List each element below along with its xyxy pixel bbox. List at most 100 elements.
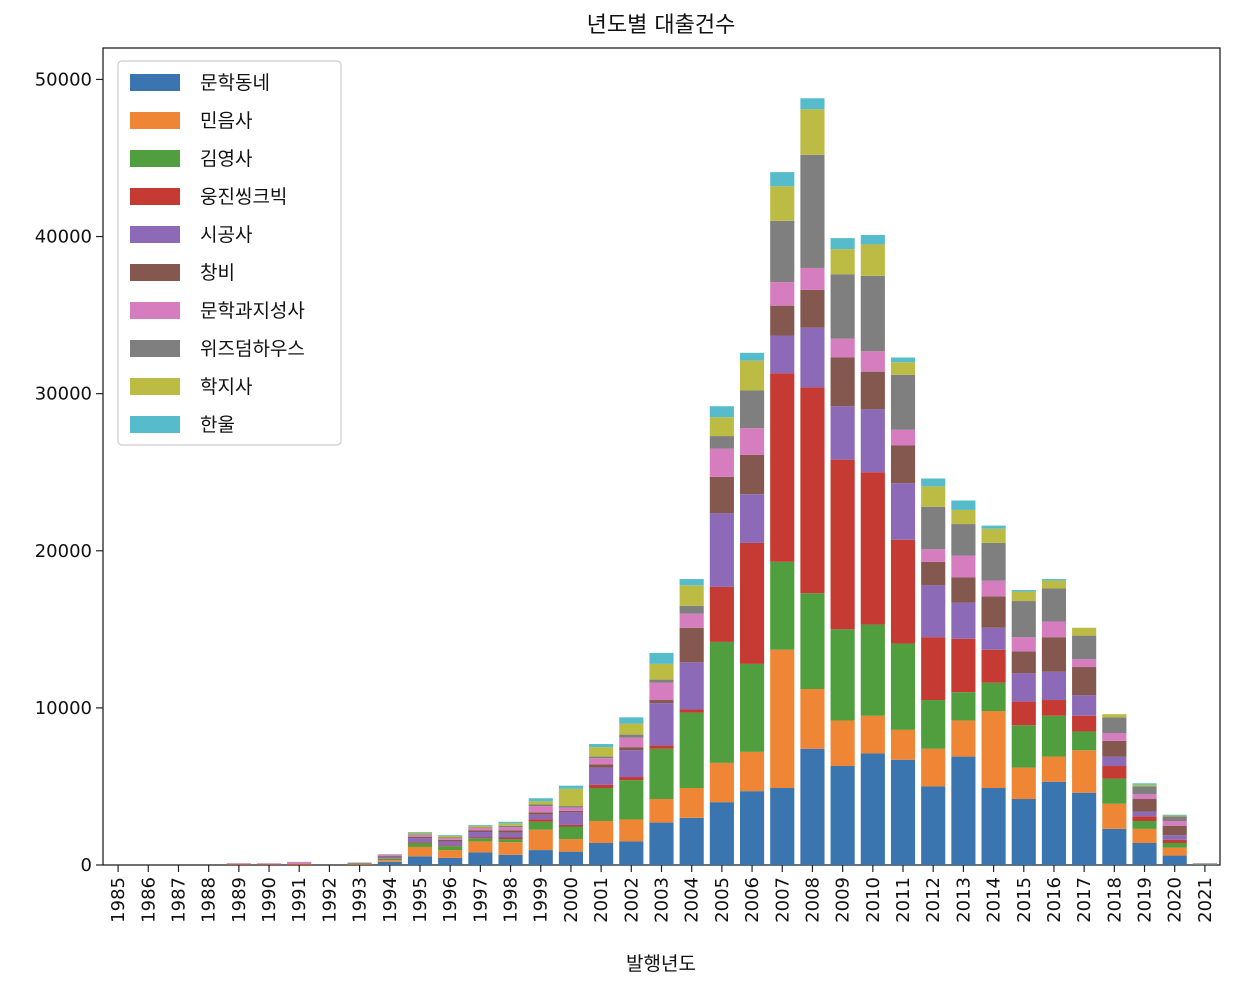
bar-segment-1996-s6 — [438, 839, 463, 842]
bar-segment-2015-s4 — [1011, 701, 1036, 726]
x-tick-label: 2002 — [621, 877, 642, 923]
bar-segment-2003-s7 — [649, 682, 674, 701]
bar-segment-2005-s7 — [709, 448, 734, 477]
bar-segment-1999-s9 — [528, 801, 553, 805]
bar-segment-1995-s9 — [407, 832, 433, 835]
bar-segment-1997-s3 — [468, 838, 493, 842]
bar-segment-1999-s8 — [528, 804, 553, 807]
bar-segment-2002-s2 — [619, 819, 644, 842]
bar-segment-2012-s8 — [921, 506, 946, 550]
bar-segment-2003-s6 — [649, 700, 674, 704]
bar-segment-2019-s5 — [1132, 811, 1157, 817]
y-tick-label: 0 — [81, 855, 92, 876]
series-10 — [347, 98, 1217, 864]
bar-segment-1999-s2 — [528, 829, 553, 851]
bar-segment-2014-s10 — [981, 525, 1006, 529]
bar-segment-1990-s7 — [256, 863, 282, 864]
bar-segment-1999-s5 — [528, 814, 553, 820]
bar-segment-2012-s9 — [921, 486, 946, 507]
bar-segment-2014-s4 — [981, 649, 1006, 683]
x-tick-label: 2006 — [742, 877, 763, 923]
bar-segment-2020-s3 — [1162, 843, 1187, 848]
bar-segment-2014-s8 — [981, 542, 1006, 581]
bar-segment-2002-s6 — [619, 747, 644, 751]
series-4 — [226, 373, 1217, 865]
bar-segment-2003-s3 — [649, 748, 674, 800]
bar-segment-2015-s8 — [1011, 601, 1036, 638]
x-tick-label: 2016 — [1044, 877, 1065, 923]
legend-swatch — [130, 264, 180, 281]
bar-segment-1997-s9 — [468, 825, 493, 828]
bar-segment-2012-s3 — [921, 700, 946, 749]
bar-segment-1994-s5 — [377, 856, 402, 859]
bar-segment-2001-s6 — [589, 764, 614, 768]
bar-segment-2001-s1 — [589, 843, 614, 865]
bar-segment-2003-s8 — [649, 679, 674, 683]
y-tick-label: 40000 — [35, 227, 92, 248]
x-tick-label: 1995 — [410, 877, 431, 923]
bar-segment-2019-s1 — [1132, 843, 1157, 865]
legend-swatch — [130, 416, 180, 433]
legend-label: 웅진씽크빅 — [200, 186, 287, 208]
bar-segment-2007-s7 — [770, 282, 795, 306]
bar-segment-2020-s1 — [1162, 855, 1187, 865]
bar-segment-2016-s2 — [1041, 756, 1067, 782]
x-tick-label: 2003 — [652, 877, 673, 923]
bar-segment-1991-s4 — [287, 863, 312, 865]
x-tick-label: 2001 — [591, 877, 612, 923]
bar-segment-1996-s3 — [438, 846, 463, 851]
bar-segment-1999-s6 — [528, 812, 553, 815]
bar-segment-2001-s8 — [589, 756, 614, 759]
series-8 — [407, 154, 1217, 864]
bar-segment-2000-s8 — [558, 806, 584, 808]
bar-segment-2015-s7 — [1011, 637, 1036, 652]
bar-segment-2016-s5 — [1041, 671, 1067, 701]
bar-segment-1989-s7 — [226, 863, 251, 865]
x-tick-label: 1985 — [108, 877, 129, 923]
bar-segment-1995-s5 — [407, 838, 433, 843]
bar-segment-2014-s3 — [981, 682, 1006, 712]
bar-segment-1996-s8 — [438, 837, 463, 839]
x-tick-label: 2014 — [984, 877, 1005, 923]
bar-segment-2013-s9 — [951, 509, 976, 525]
bar-segment-2014-s6 — [981, 596, 1006, 628]
bar-segment-1998-s10 — [498, 821, 523, 824]
bar-segment-2010-s5 — [860, 409, 885, 473]
bar-segment-2005-s1 — [709, 802, 734, 865]
x-tick-label: 2011 — [893, 877, 914, 923]
bar-segment-2014-s9 — [981, 528, 1006, 543]
x-tick-label: 1987 — [168, 877, 189, 923]
bar-segment-2004-s4 — [679, 709, 704, 713]
bar-segment-2004-s6 — [679, 627, 704, 663]
bar-segment-2011-s3 — [890, 643, 916, 730]
bar-segment-2011-s2 — [890, 729, 916, 760]
bar-segment-2008-s3 — [800, 593, 825, 690]
bar-segment-2010-s2 — [860, 715, 885, 754]
bar-segment-2008-s6 — [800, 289, 825, 328]
bar-segment-2015-s3 — [1011, 725, 1036, 768]
bar-segment-2002-s3 — [619, 780, 644, 820]
bar-segment-2000-s3 — [558, 826, 584, 840]
y-tick-label: 30000 — [35, 384, 92, 405]
bar-segment-2019-s3 — [1132, 821, 1157, 829]
bar-segment-1997-s7 — [468, 828, 493, 831]
bar-segment-1996-s9 — [438, 835, 463, 838]
x-tick-label: 1990 — [259, 877, 280, 923]
bar-segment-2020-s7 — [1162, 821, 1187, 826]
legend-swatch — [130, 150, 180, 167]
bar-segment-2005-s6 — [709, 476, 734, 514]
bar-segment-2013-s8 — [951, 524, 976, 556]
x-tick-label: 2007 — [772, 877, 793, 923]
bar-segment-2013-s7 — [951, 555, 976, 578]
bar-segment-2017-s8 — [1072, 635, 1097, 660]
bar-segment-2018-s6 — [1102, 740, 1127, 757]
bar-segment-2013-s10 — [951, 500, 976, 510]
bar-segment-2006-s3 — [739, 663, 765, 752]
bar-segment-2006-s6 — [739, 454, 765, 495]
bar-segment-2000-s6 — [558, 810, 584, 813]
bar-segment-2020-s10 — [1162, 814, 1187, 816]
x-tick-label: 2013 — [953, 877, 974, 923]
bar-segment-1996-s5 — [438, 841, 463, 846]
bar-segment-2003-s4 — [649, 745, 674, 749]
